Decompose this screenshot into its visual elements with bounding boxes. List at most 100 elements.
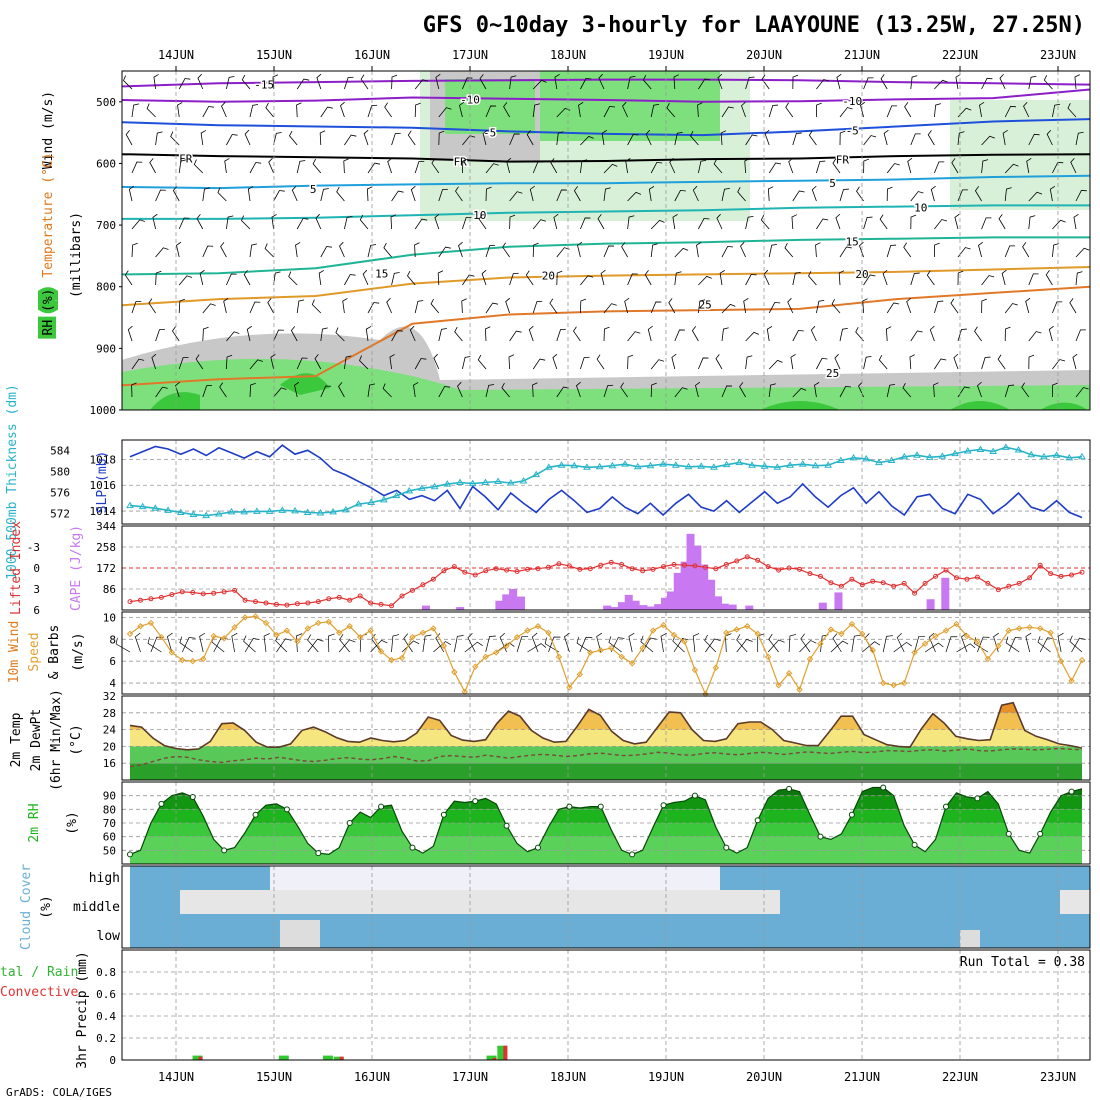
cape-bar bbox=[495, 600, 504, 610]
temp-line bbox=[129, 701, 1083, 751]
thickness-point bbox=[875, 458, 883, 466]
isotherm-line bbox=[121, 78, 1091, 88]
isotherm-label: -5 bbox=[483, 126, 496, 139]
cloud-block bbox=[280, 920, 320, 948]
wind-barb bbox=[202, 384, 213, 398]
wind-barb bbox=[834, 353, 841, 370]
pressure-tick-label: 600 bbox=[96, 157, 116, 170]
surface-wind-barb bbox=[768, 633, 779, 653]
wind-barb bbox=[485, 163, 499, 174]
wind-barb bbox=[433, 353, 440, 370]
rh-point bbox=[817, 833, 824, 840]
wind-speed-point bbox=[273, 631, 280, 639]
surface-wind-barb bbox=[531, 632, 539, 653]
isotherm-label: 25 bbox=[826, 367, 839, 380]
thickness-point bbox=[329, 507, 337, 515]
wind-barb bbox=[438, 328, 447, 342]
wind-barb bbox=[202, 303, 216, 314]
wind-barb bbox=[202, 245, 214, 258]
wind-barb bbox=[957, 247, 971, 258]
thickness-point bbox=[202, 511, 211, 519]
wind-barb bbox=[153, 74, 159, 90]
wind-barb bbox=[855, 326, 864, 342]
wind-speed-point bbox=[848, 620, 856, 628]
wind-barb bbox=[219, 382, 227, 398]
isotherm-label: 15 bbox=[846, 236, 859, 249]
lifted-index-point bbox=[430, 576, 436, 582]
wind-barb bbox=[957, 131, 965, 146]
wind-barb bbox=[744, 158, 750, 174]
wind-barb bbox=[202, 187, 210, 202]
wind-barb bbox=[768, 104, 779, 118]
isotherm-label: 5 bbox=[829, 177, 836, 190]
surface-wind-barb bbox=[767, 639, 785, 653]
thickness-point bbox=[481, 478, 490, 486]
wind-barb bbox=[123, 75, 133, 90]
lifted-index-point bbox=[545, 564, 551, 570]
wind-barb bbox=[745, 331, 760, 342]
isotherm-line bbox=[121, 88, 1091, 103]
wind-barb bbox=[509, 191, 523, 202]
thickness-point bbox=[1078, 452, 1086, 460]
wind-barb bbox=[981, 135, 995, 146]
thickness-point bbox=[443, 480, 452, 487]
bottom-date-label: 14JUN bbox=[158, 1070, 194, 1084]
wind-barb bbox=[927, 130, 935, 146]
wind-barb bbox=[386, 297, 392, 314]
wind-barb bbox=[1025, 297, 1031, 314]
wind-barb bbox=[600, 269, 606, 286]
wind-barb bbox=[603, 105, 616, 118]
wind-barb bbox=[454, 326, 463, 342]
wind-barb bbox=[223, 297, 229, 314]
cape-bar bbox=[693, 545, 702, 610]
wind-barb bbox=[622, 101, 628, 118]
lifted-index-point bbox=[1016, 580, 1022, 586]
lifted-index-point bbox=[608, 559, 614, 565]
surface-wind-barb bbox=[705, 638, 721, 653]
wind-barb bbox=[391, 272, 400, 286]
wind-barb bbox=[792, 387, 807, 398]
wind-barb bbox=[648, 186, 655, 202]
wind-speed-point bbox=[524, 627, 531, 634]
surface-wind-barb bbox=[179, 636, 194, 653]
wind-barb bbox=[155, 189, 166, 202]
thickness-point bbox=[494, 477, 502, 484]
isotherm-label: 25 bbox=[699, 298, 712, 311]
wind-barb bbox=[178, 275, 193, 286]
wind-barb bbox=[503, 102, 510, 118]
wind-speed-point bbox=[336, 629, 343, 636]
lifted-index-point bbox=[378, 601, 384, 607]
wind-barb bbox=[335, 327, 345, 342]
wind-barb bbox=[883, 129, 889, 146]
thickness-point bbox=[570, 461, 579, 469]
wind-barb bbox=[172, 186, 180, 202]
rh-point bbox=[1037, 830, 1044, 837]
wind-barb bbox=[767, 186, 774, 202]
surface-wind-barb bbox=[851, 634, 861, 653]
surface-wind-barb bbox=[673, 638, 689, 653]
cape-bar bbox=[680, 561, 689, 610]
wind-barb bbox=[146, 103, 156, 118]
surface-wind-barb bbox=[564, 632, 570, 653]
wind-speed-point bbox=[911, 649, 918, 656]
wind-barb bbox=[690, 130, 699, 146]
wind-barb bbox=[1023, 101, 1030, 118]
wind-barb bbox=[885, 326, 892, 342]
wind-barb bbox=[1028, 331, 1042, 342]
surface-wind-barb bbox=[1037, 636, 1051, 653]
wind-barb bbox=[832, 158, 841, 174]
thickness-point bbox=[913, 451, 921, 458]
wind-speed-point bbox=[179, 656, 186, 664]
wind-barb bbox=[532, 103, 540, 118]
temp-color-band bbox=[130, 729, 1082, 747]
wind-barb bbox=[787, 297, 794, 314]
wind-barb bbox=[580, 356, 590, 370]
wind-barb bbox=[1004, 105, 1017, 118]
wind-barb bbox=[863, 135, 877, 146]
wind-barb bbox=[1004, 384, 1015, 398]
lifted-index-point bbox=[723, 562, 729, 567]
wind-barb bbox=[506, 157, 512, 174]
top-date-label: 15JUN bbox=[256, 48, 292, 62]
wind-barb bbox=[365, 326, 372, 342]
wind-barb bbox=[627, 133, 639, 146]
